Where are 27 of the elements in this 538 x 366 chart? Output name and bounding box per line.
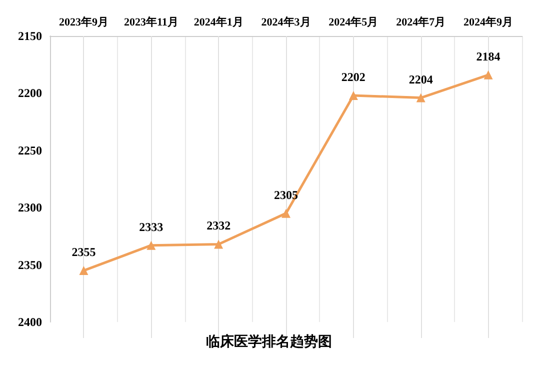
point bbox=[282, 208, 290, 218]
point bbox=[79, 266, 88, 276]
x-tick-label: 2024年3月 bbox=[261, 16, 311, 28]
data-label: 2184 bbox=[476, 49, 500, 64]
x-tick-label: 2024年7月 bbox=[396, 16, 446, 28]
y-tick-label: 2250 bbox=[18, 143, 42, 158]
y-tick-label: 2400 bbox=[18, 315, 42, 329]
point bbox=[484, 70, 493, 80]
x-tick-label: 2023年11月 bbox=[124, 16, 178, 28]
point bbox=[214, 240, 224, 249]
x-tick-label: 2024年5月 bbox=[328, 16, 378, 28]
y-tick-label: 2350 bbox=[18, 258, 42, 272]
y-tick-label: 2150 bbox=[18, 29, 42, 43]
x-tick-label: 2023年9月 bbox=[58, 16, 108, 28]
y-tick-label: 2200 bbox=[18, 86, 42, 100]
data-label: 2333 bbox=[139, 220, 164, 234]
point bbox=[146, 240, 156, 250]
y-tick-label: 2300 bbox=[18, 200, 42, 215]
data-label: 2355 bbox=[72, 245, 96, 260]
x-tick-label: 2024年1月 bbox=[194, 16, 244, 28]
data-label: 2332 bbox=[206, 218, 231, 233]
data-label: 2204 bbox=[408, 72, 433, 86]
x-tick-label: 2024年9月 bbox=[464, 16, 514, 28]
point bbox=[348, 90, 358, 100]
data-label: 2202 bbox=[341, 70, 366, 84]
point bbox=[416, 93, 426, 102]
text: 临床医学排名趋势图 bbox=[206, 333, 332, 350]
